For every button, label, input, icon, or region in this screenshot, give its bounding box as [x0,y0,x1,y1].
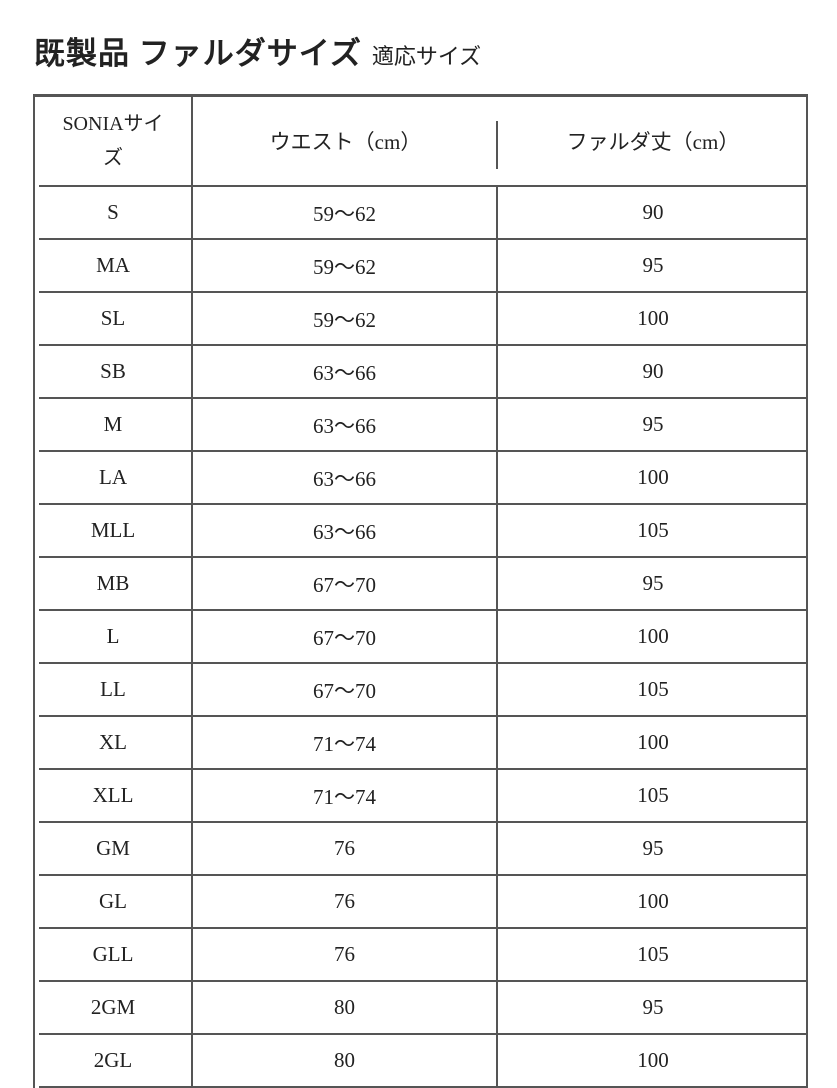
table-row: MA 59〜62 95 [39,240,806,293]
cell-length: 95 [642,412,664,436]
cell-waist: 63〜66 [193,346,498,397]
cell-waist: 67〜70 [193,558,498,609]
cell-length: 100 [637,465,669,489]
cell-length: 105 [637,518,669,542]
table-row: LA 63〜66 100 [39,452,806,505]
cell-waist: 63〜66 [193,399,498,450]
cell-length: 100 [637,306,669,330]
cell-size: L [35,611,193,662]
table-row: GM 76 95 [39,823,806,876]
cell-length: 105 [637,677,669,701]
table-row: 2GL 80 100 [39,1035,806,1088]
cell-length: 90 [642,359,664,383]
cell-length: 100 [637,730,669,754]
cell-waist: 59〜62 [193,187,498,238]
cell-size: SL [35,293,193,344]
table-row: SB 63〜66 90 [39,346,806,399]
cell-size: MLL [35,505,193,556]
table-header-row: SONIAサイズ ウエスト（cm） ファルダ丈（cm） [39,97,806,187]
cell-waist: 63〜66 [193,505,498,556]
table-row: S 59〜62 90 [39,187,806,240]
page-title: 既製品 ファルダサイズ 適応サイズ [34,28,481,73]
cell-length: 90 [642,200,664,224]
cell-waist: 67〜70 [193,664,498,715]
size-table: SONIAサイズ ウエスト（cm） ファルダ丈（cm） S 59〜62 90 MA 59… [33,94,808,1088]
cell-size: LL [35,664,193,715]
cell-length: 95 [642,836,664,860]
table-row: MLL 63〜66 105 [39,505,806,558]
cell-waist: 80 [193,1035,498,1086]
cell-length: 95 [642,253,664,277]
cell-length: 105 [637,942,669,966]
table-row: XL 71〜74 100 [39,717,806,770]
cell-waist: 71〜74 [193,770,498,821]
cell-size: GLL [35,929,193,980]
cell-size: 2GL [35,1035,193,1086]
cell-waist: 76 [193,823,498,874]
cell-length: 100 [637,1048,669,1072]
cell-size: LA [35,452,193,503]
cell-waist: 80 [193,982,498,1033]
table-row: MB 67〜70 95 [39,558,806,611]
title-main: 既製品 ファルダサイズ [34,36,362,71]
cell-waist: 76 [193,929,498,980]
table-row: GLL 76 105 [39,929,806,982]
cell-length: 105 [637,783,669,807]
cell-waist: 67〜70 [193,611,498,662]
cell-size: XLL [35,770,193,821]
cell-waist: 63〜66 [193,452,498,503]
table-row: XLL 71〜74 105 [39,770,806,823]
cell-waist: 71〜74 [193,717,498,768]
cell-size: GL [35,876,193,927]
cell-size: XL [35,717,193,768]
header-length: ファルダ丈（cm） [566,130,740,154]
cell-size: S [35,187,193,238]
cell-waist: 76 [193,876,498,927]
cell-size: 2GM [35,982,193,1033]
header-waist: ウエスト（cm） [193,97,498,185]
table-body: S 59〜62 90 MA 59〜62 95 SL 59〜62 100 SB 63〜66 90 M 63〜… [35,187,806,1088]
table-row: SL 59〜62 100 [39,293,806,346]
cell-waist: 59〜62 [193,240,498,291]
cell-size: MB [35,558,193,609]
cell-waist: 59〜62 [193,293,498,344]
title-sub: 適応サイズ [371,44,482,69]
table-row: GL 76 100 [39,876,806,929]
header-size: SONIAサイズ [35,97,193,185]
cell-size: MA [35,240,193,291]
cell-size: SB [35,346,193,397]
table-row: 2GM 80 95 [39,982,806,1035]
cell-length: 95 [642,995,664,1019]
cell-length: 100 [637,624,669,648]
cell-size: M [35,399,193,450]
cell-length: 95 [642,571,664,595]
table-row: LL 67〜70 105 [39,664,806,717]
cell-length: 100 [637,889,669,913]
table-row: L 67〜70 100 [39,611,806,664]
table-row: M 63〜66 95 [39,399,806,452]
cell-size: GM [35,823,193,874]
